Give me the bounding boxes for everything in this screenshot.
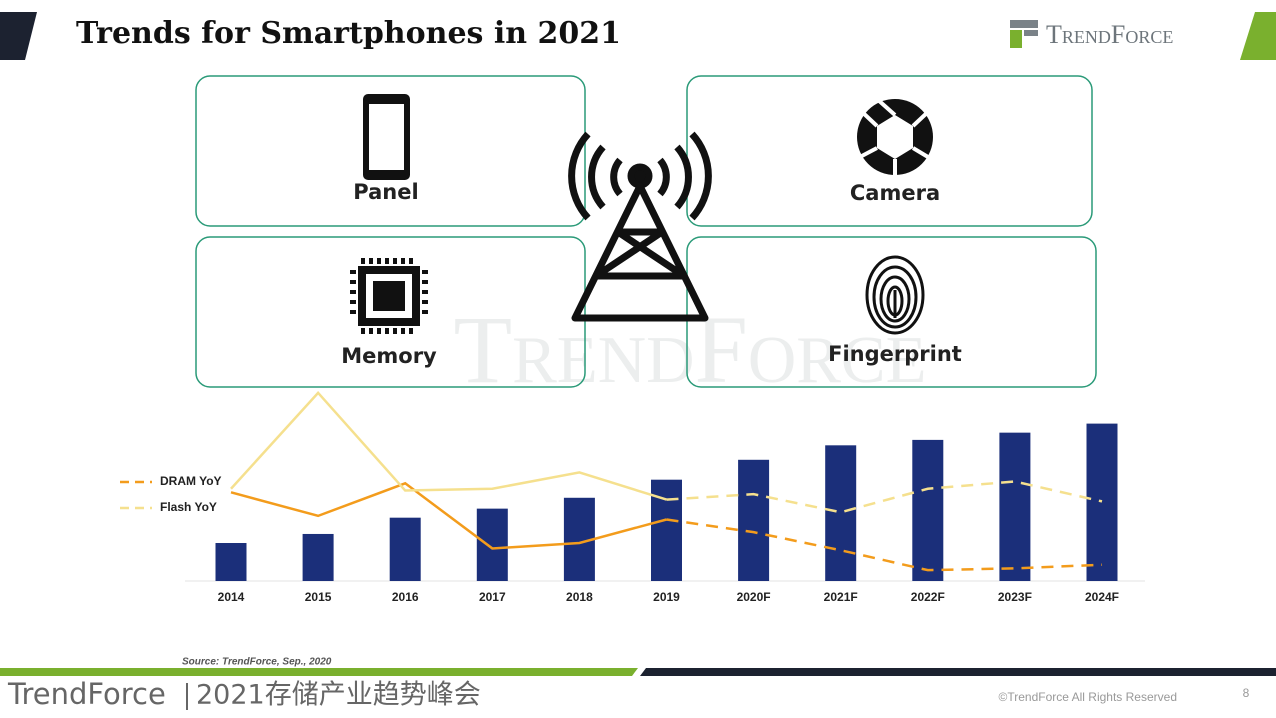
bar [912, 439, 944, 581]
copyright: ©TrendForce All Rights Reserved [999, 690, 1177, 704]
bar [651, 479, 682, 581]
feature-box [195, 236, 586, 388]
footer-event: 2021存储产业趋势峰会 [196, 680, 481, 711]
source: Source: TrendForce, Sep., 2020 [182, 657, 332, 668]
bar [389, 517, 421, 581]
phone-icon [363, 94, 410, 180]
bar [738, 459, 770, 581]
x-tick-label: 2017 [479, 590, 506, 604]
bar [476, 508, 508, 581]
bar [215, 543, 247, 581]
corner-decor [1240, 12, 1276, 60]
legend-label: DRAM YoY [160, 474, 222, 488]
camera-icon [857, 97, 935, 176]
line-series [230, 481, 667, 550]
logo: TrendForce [1010, 20, 1173, 49]
footer-brand: TrendForce [7, 677, 166, 711]
feature-box [686, 75, 1093, 227]
feature-label: Fingerprint [828, 342, 962, 366]
x-tick-label: 2021F [824, 590, 858, 604]
tower-icon [568, 131, 712, 322]
feature-label: Memory [341, 344, 437, 368]
chart: 2014 2015 2016 2017 2018 2019 2020F 2021F 2022F 2… [120, 390, 1145, 604]
line-series [230, 390, 667, 501]
x-tick-label: 2018 [566, 590, 593, 604]
line-forecast [666, 480, 1103, 514]
footer-bar [640, 668, 1276, 676]
x-tick-label: 2022F [911, 590, 945, 604]
feature-label: Panel [353, 180, 418, 204]
logo-text: TrendForce [1046, 20, 1173, 49]
page-number: 8 [1243, 686, 1250, 700]
legend-label: Flash YoY [160, 500, 217, 514]
x-tick-label: 2016 [392, 590, 419, 604]
watermark: TrendForce [453, 296, 926, 403]
bar [1086, 423, 1118, 581]
fingerprint-icon [865, 255, 925, 335]
feature-box [195, 75, 586, 227]
footer-bar [0, 668, 638, 676]
x-tick-label: 2020F [737, 590, 771, 604]
chip-icon [350, 258, 428, 334]
bar [825, 445, 857, 581]
line-forecast [666, 518, 1103, 572]
feature-label: Camera [850, 181, 940, 205]
bar [302, 533, 334, 581]
x-tick-label: 2019 [653, 590, 680, 604]
bar [999, 432, 1031, 581]
feature-box [686, 236, 1097, 388]
x-tick-label: 2014 [218, 590, 245, 604]
x-tick-label: 2024F [1085, 590, 1119, 604]
x-tick-label: 2015 [305, 590, 332, 604]
corner-decor [0, 12, 37, 60]
title: Trends for Smartphones in 2021 [76, 16, 621, 51]
x-tick-label: 2023F [998, 590, 1032, 604]
